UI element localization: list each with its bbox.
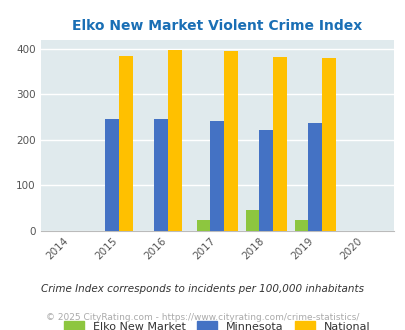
Bar [322,58,335,231]
Bar [105,119,119,231]
Bar [210,121,224,231]
Bar [308,122,322,231]
Title: Elko New Market Violent Crime Index: Elko New Market Violent Crime Index [72,19,361,33]
Bar [154,119,168,231]
Bar [245,210,259,231]
Text: © 2025 CityRating.com - https://www.cityrating.com/crime-statistics/: © 2025 CityRating.com - https://www.city… [46,313,359,322]
Bar [224,51,237,231]
Bar [273,57,286,231]
Text: Crime Index corresponds to incidents per 100,000 inhabitants: Crime Index corresponds to incidents per… [41,284,364,294]
Bar [259,130,273,231]
Legend: Elko New Market, Minnesota, National: Elko New Market, Minnesota, National [60,317,374,330]
Bar [168,50,181,231]
Bar [294,219,308,231]
Bar [119,56,132,231]
Bar [196,219,210,231]
